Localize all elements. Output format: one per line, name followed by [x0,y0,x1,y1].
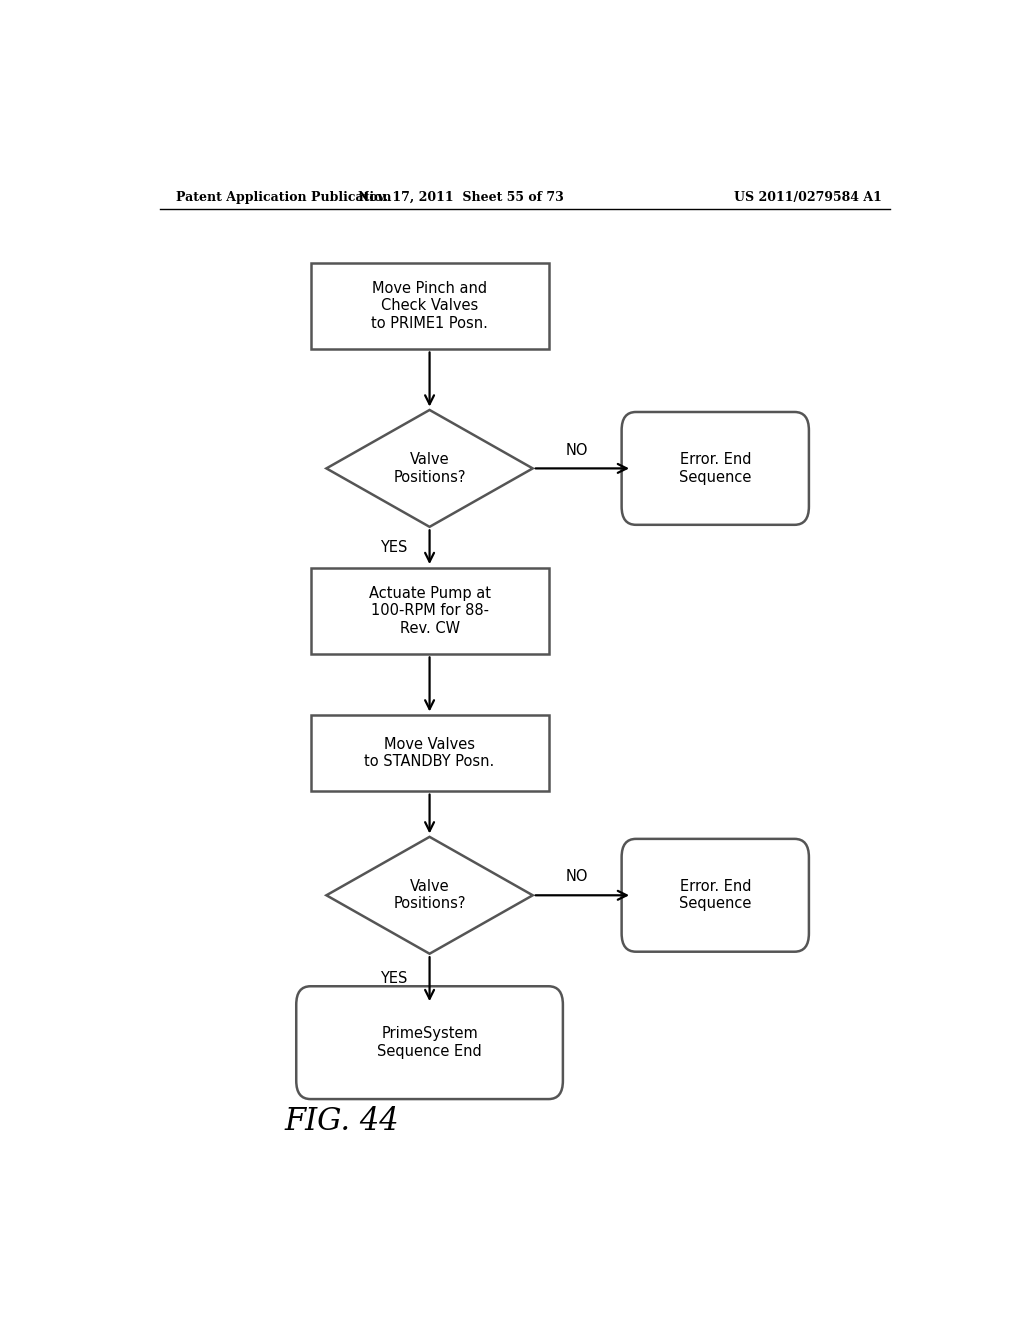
Bar [310,568,549,653]
Polygon shape [327,411,532,527]
Text: NO: NO [565,442,588,458]
Text: Actuate Pump at
100-RPM for 88-
Rev. CW: Actuate Pump at 100-RPM for 88- Rev. CW [369,586,490,636]
Text: Nov. 17, 2011  Sheet 55 of 73: Nov. 17, 2011 Sheet 55 of 73 [358,190,564,203]
Bar [310,263,549,348]
Bar [310,715,549,791]
Text: Valve
Positions?: Valve Positions? [393,453,466,484]
Text: Move Valves
to STANDBY Posn.: Move Valves to STANDBY Posn. [365,737,495,770]
Text: YES: YES [380,972,408,986]
Text: Patent Application Publication: Patent Application Publication [176,190,391,203]
Text: YES: YES [380,540,408,556]
Text: FIG. 44: FIG. 44 [285,1106,399,1138]
Text: PrimeSystem
Sequence End: PrimeSystem Sequence End [377,1027,482,1059]
Text: Valve
Positions?: Valve Positions? [393,879,466,912]
FancyBboxPatch shape [296,986,563,1100]
Polygon shape [327,837,532,954]
Text: Error. End
Sequence: Error. End Sequence [679,453,752,484]
Text: Error. End
Sequence: Error. End Sequence [679,879,752,912]
Text: Move Pinch and
Check Valves
to PRIME1 Posn.: Move Pinch and Check Valves to PRIME1 Po… [371,281,488,331]
FancyBboxPatch shape [622,840,809,952]
FancyBboxPatch shape [622,412,809,525]
Text: NO: NO [565,870,588,884]
Text: US 2011/0279584 A1: US 2011/0279584 A1 [734,190,882,203]
